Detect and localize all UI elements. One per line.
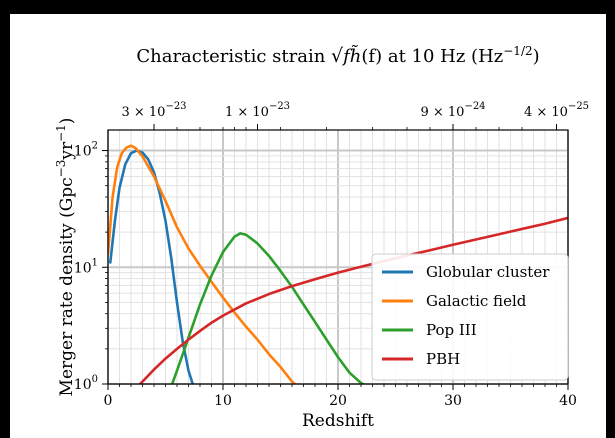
x-axis-label: Redshift <box>302 411 374 431</box>
chart-canvas: 0 10 20 30 40 100 101 102 Characteristic strain… <box>54 44 589 431</box>
series-line-galactic-field <box>108 144 297 384</box>
series-group <box>108 144 568 384</box>
legend: Globular cluster Galactic field Pop III PBH <box>371 253 569 381</box>
chart-figure: 0 10 20 30 40 100 101 102 Characteristic strain… <box>10 14 606 438</box>
top-tick-label: 4 × 10−25 <box>524 101 589 120</box>
x-tick-label: 10 <box>214 393 232 409</box>
top-axis-labels: 3 × 10−23 1 × 10−23 9 × 10−24 4 × 10−25 <box>121 101 589 120</box>
x-tick-label: 0 <box>104 393 113 409</box>
y-tick-label: 100 <box>74 374 98 393</box>
y-axis-label: Merger rate density (Gpc−3yr−1) <box>54 118 77 397</box>
top-tick-label: 1 × 10−23 <box>225 101 290 120</box>
legend-label-pop-iii: Pop III <box>426 321 477 339</box>
series-line-pbh <box>138 216 568 384</box>
chart-title: Characteristic strain √fh̃(f) at 10 Hz (… <box>136 44 539 67</box>
legend-box <box>371 253 569 381</box>
x-tick-label: 30 <box>444 393 462 409</box>
axis-ticks: 0 10 20 30 40 100 101 102 <box>74 124 577 409</box>
legend-label-galactic-field: Galactic field <box>426 292 527 310</box>
y-tick-label: 102 <box>74 141 98 160</box>
legend-label-pbh: PBH <box>426 350 460 368</box>
legend-label-globular-cluster: Globular cluster <box>426 263 550 281</box>
top-tick-label: 3 × 10−23 <box>121 101 186 120</box>
series-line-pop-iii <box>170 232 366 384</box>
x-tick-label: 20 <box>329 393 347 409</box>
x-tick-label: 40 <box>559 393 577 409</box>
y-tick-label: 101 <box>74 257 98 276</box>
top-tick-label: 9 × 10−24 <box>420 101 485 120</box>
